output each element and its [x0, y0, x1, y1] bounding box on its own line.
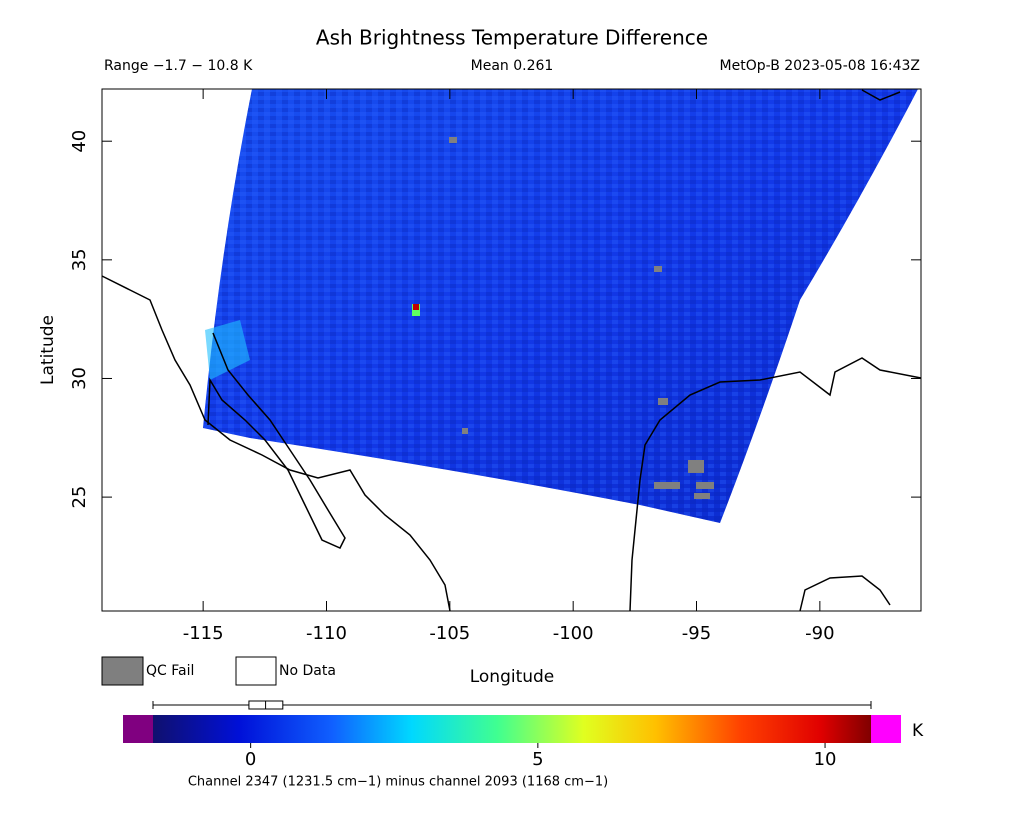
source-label: MetOp-B 2023-05-08 16:43Z [720, 58, 920, 74]
mean-label: Mean 0.261 [471, 58, 554, 74]
coastlines [101, 89, 922, 612]
x-axis-label: Longitude [470, 667, 555, 687]
x-tick-label: -100 [553, 623, 594, 644]
axes: -115 -110 -105 -100 -95 -90 25 30 35 40 [69, 89, 921, 644]
range-label: Range −1.7 − 10.8 K [104, 58, 253, 74]
colorbar-ramp [153, 715, 871, 743]
map-frame [101, 88, 922, 612]
colorbar-over [871, 715, 901, 743]
no-data-swatch [235, 656, 277, 686]
y-tick-label: 30 [69, 367, 90, 390]
no-data-label: No Data [279, 663, 336, 679]
colorbar: 0 5 10 [152, 700, 872, 770]
title: Ash Brightness Temperature Difference [316, 26, 708, 50]
x-tick-label: -115 [183, 623, 224, 644]
colorbar-tick-label: 0 [245, 749, 256, 770]
colorbar-under [123, 715, 153, 743]
colorbar-unit: K [912, 721, 924, 741]
swath [203, 89, 918, 523]
colorbar-tick-label: 10 [814, 749, 837, 770]
qc-fail-swatch [101, 656, 144, 686]
x-tick-label: -90 [805, 623, 834, 644]
y-axis-label: Latitude [38, 315, 58, 385]
colorbar-caption: Channel 2347 (1231.5 cm−1) minus channel… [188, 775, 608, 790]
y-tick-label: 35 [69, 248, 90, 271]
colorbar-tick-label: 5 [532, 749, 543, 770]
y-tick-label: 25 [69, 486, 90, 509]
x-tick-label: -105 [429, 623, 470, 644]
qc-fail-label: QC Fail [146, 663, 194, 679]
x-tick-label: -110 [306, 623, 347, 644]
y-tick-label: 40 [69, 130, 90, 153]
x-tick-label: -95 [682, 623, 711, 644]
